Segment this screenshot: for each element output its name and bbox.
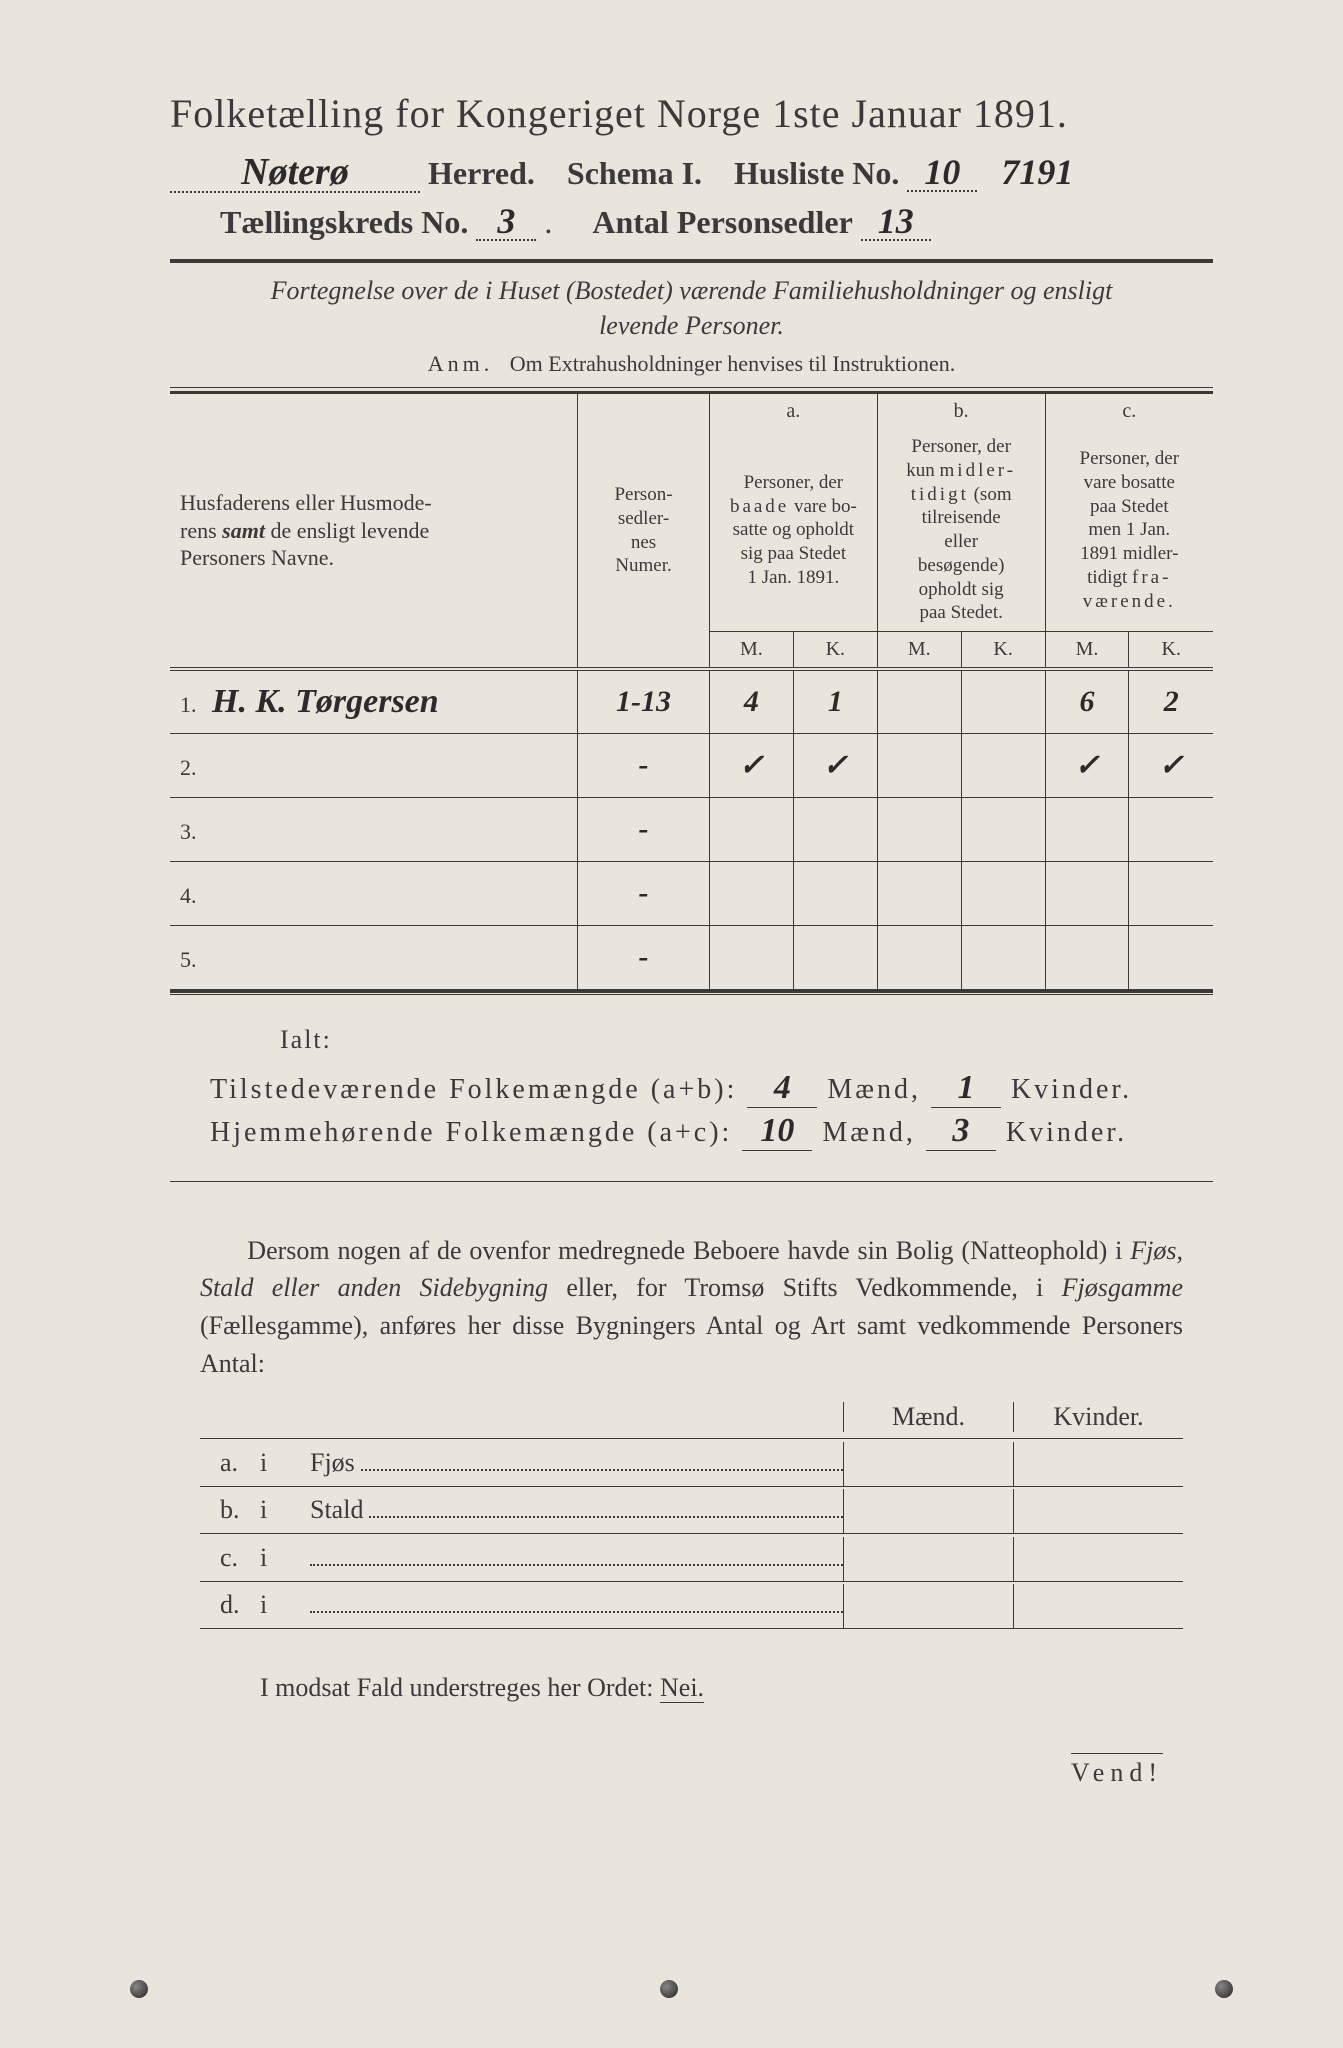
- sum2-label: Hjemmehørende Folkemængde (a+c):: [210, 1117, 732, 1148]
- list-row-c: c. i: [200, 1534, 1183, 1581]
- table-row: 5. -: [170, 925, 1213, 989]
- sum-line-2: Hjemmehørende Folkemængde (a+c): 10 Mænd…: [210, 1112, 1213, 1151]
- page-title: Folketælling for Kongeriget Norge 1ste J…: [170, 90, 1213, 137]
- col-c-label: c.: [1045, 394, 1213, 429]
- c-m: M.: [1045, 632, 1129, 670]
- maend-2: Mænd,: [822, 1117, 916, 1148]
- sum1-m: 4: [747, 1069, 817, 1108]
- anm-text: Om Extrahusholdninger henvises til Instr…: [510, 351, 955, 376]
- sum-line-1: Tilstedeværende Folkemængde (a+b): 4 Mæn…: [210, 1069, 1213, 1108]
- modsat-line: I modsat Fald understreges her Ordet: Ne…: [260, 1673, 1183, 1703]
- herred-label: Herred.: [428, 155, 535, 191]
- mk-kvinder: Kvinder.: [1013, 1402, 1183, 1432]
- col-a-desc: Personer, derbaade vare bo-satte og opho…: [709, 429, 877, 632]
- maend-1: Mænd,: [827, 1074, 921, 1105]
- vend-label: Vend!: [1071, 1753, 1163, 1788]
- herred-value: Nøterø: [170, 153, 420, 193]
- mk-header: Mænd. Kvinder.: [200, 1402, 1183, 1432]
- col-b-label: b.: [877, 394, 1045, 429]
- c-k: K.: [1129, 632, 1213, 670]
- census-form-page: Folketælling for Kongeriget Norge 1ste J…: [0, 0, 1343, 1763]
- kvinder-2: Kvinder.: [1006, 1117, 1127, 1148]
- kreds-label: Tællingskreds No.: [220, 204, 468, 240]
- table-row: 4. -: [170, 861, 1213, 925]
- divider: [170, 259, 1213, 263]
- a-m: M.: [709, 632, 793, 670]
- header-row-2: Tællingskreds No. 3 . Antal Personsedler…: [170, 203, 1213, 241]
- col-name-header: Husfaderens eller Husmode-rens samt de e…: [180, 490, 432, 570]
- sum1-k: 1: [931, 1069, 1001, 1108]
- sum2-k: 3: [926, 1112, 996, 1151]
- nei-word: Nei.: [660, 1673, 704, 1703]
- table-row: 1. H. K. Tørgersen1-134162: [170, 669, 1213, 733]
- a-k: K.: [793, 632, 877, 670]
- divider: [170, 1181, 1213, 1182]
- husliste-label: Husliste No.: [734, 155, 899, 191]
- antal-label: Antal Personsedler: [592, 204, 852, 240]
- sum2-m: 10: [742, 1112, 812, 1151]
- form-subhead: Fortegnelse over de i Huset (Bostedet) v…: [230, 273, 1153, 343]
- main-table: Husfaderens eller Husmode-rens samt de e…: [170, 394, 1213, 990]
- pin-icon: [1215, 1980, 1233, 1998]
- pin-icon: [130, 1980, 148, 1998]
- kvinder-1: Kvinder.: [1011, 1074, 1132, 1105]
- col-b-desc: Personer, derkun midler-tidigt (somtilre…: [877, 429, 1045, 632]
- col-a-label: a.: [709, 394, 877, 429]
- b-k: K.: [961, 632, 1045, 670]
- col-c-desc: Personer, dervare bosattepaa Stedetmen 1…: [1045, 429, 1213, 632]
- table-row: 3. -: [170, 797, 1213, 861]
- ialt-label: Ialt:: [280, 1025, 1213, 1055]
- building-paragraph: Dersom nogen af de ovenfor medregnede Be…: [200, 1232, 1183, 1383]
- sum1-label: Tilstedeværende Folkemængde (a+b):: [210, 1074, 737, 1105]
- building-list: a. i Fjøs b. i Stald c. i d. i: [200, 1438, 1183, 1629]
- list-row-b: b. i Stald: [200, 1487, 1183, 1534]
- schema-label: Schema I.: [567, 155, 702, 191]
- b-m: M.: [877, 632, 961, 670]
- husliste-value: 10: [907, 154, 977, 192]
- header-row-1: Nøterø Herred. Schema I. Husliste No. 10…: [170, 151, 1213, 193]
- pin-icon: [660, 1980, 678, 1998]
- table-row: 2. -✓✓✓✓: [170, 733, 1213, 797]
- mk-maend: Mænd.: [843, 1402, 1013, 1432]
- antal-value: 13: [861, 203, 931, 241]
- col-num-header: Person-sedler-nesNumer.: [578, 394, 710, 669]
- list-row-d: d. i: [200, 1582, 1183, 1629]
- kreds-value: 3: [476, 203, 536, 241]
- side-value: 7191: [1001, 152, 1073, 192]
- anm-label: Anm.: [428, 351, 494, 376]
- anm-line: Anm. Om Extrahusholdninger henvises til …: [170, 351, 1213, 377]
- list-row-a: a. i Fjøs: [200, 1439, 1183, 1486]
